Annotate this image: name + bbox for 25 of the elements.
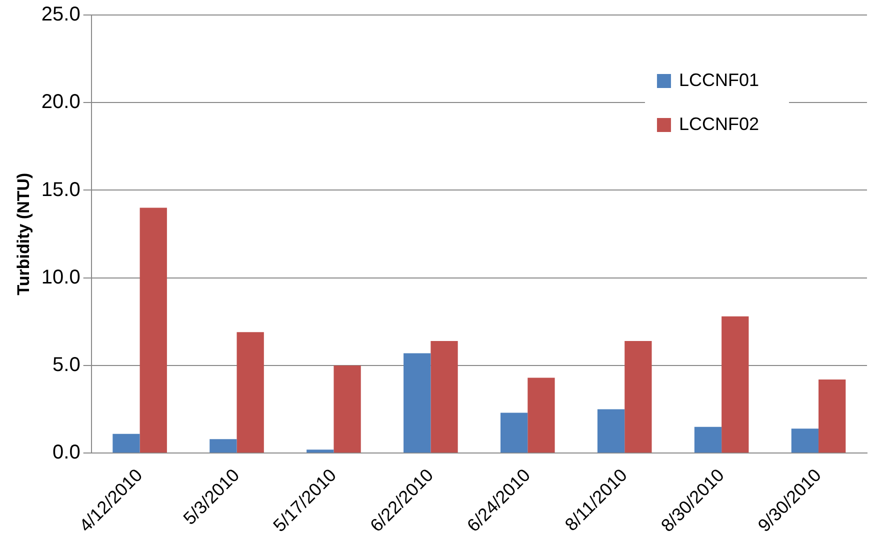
legend-label: LCCNF02 [678, 114, 760, 134]
bar [140, 208, 167, 453]
y-tick-label: 20.0 [41, 91, 80, 114]
bar [722, 316, 749, 453]
bar [624, 340, 652, 453]
bar [334, 365, 361, 453]
y-tick-label: 0.0 [52, 442, 80, 464]
bar [528, 378, 555, 453]
y-tick-label: 25.0 [41, 4, 80, 26]
bar [306, 450, 334, 453]
bar [404, 353, 431, 453]
bar [597, 409, 625, 453]
bar [791, 428, 819, 453]
bar [430, 340, 458, 453]
y-tick-label: 5.0 [52, 354, 80, 376]
bar [818, 380, 846, 453]
y-axis-title: Turbidity (NTU) [14, 172, 33, 296]
y-tick-label: 15.0 [41, 178, 80, 201]
y-tick-label: 10.0 [41, 266, 80, 288]
bar [210, 439, 237, 453]
bar [112, 434, 140, 453]
bar [500, 412, 528, 453]
bar [694, 426, 722, 453]
bar [236, 332, 264, 453]
legend-label: LCCNF01 [678, 70, 760, 90]
